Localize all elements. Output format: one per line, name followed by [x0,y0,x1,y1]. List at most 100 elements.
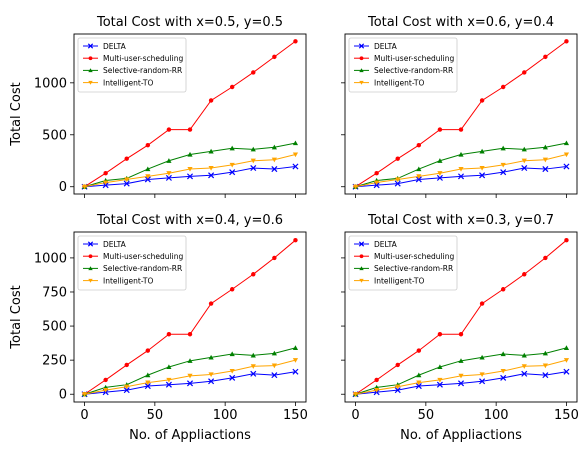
legend-marker [89,56,93,60]
data-point [501,287,505,291]
subplot-2: Total Cost with x=0.6, y=0.4 DELTA Multi-u… [341,15,577,198]
legend-label: Intelligent-TO [374,276,424,285]
data-point [374,171,378,175]
x-axis-label: No. of Appliactions [400,428,522,443]
y-axis-label: Total Cost [9,285,24,349]
data-point [146,143,150,147]
y-tick-label: 1000 [34,251,67,266]
series-Intelligent-TO [82,152,298,189]
legend-label: Selective-random-RR [103,66,182,75]
data-point [188,127,192,131]
data-point [459,332,463,336]
data-point [103,378,107,382]
series-line [356,143,567,187]
legend: DELTA Multi-user-scheduling Selective-rand… [78,38,186,92]
data-point [374,378,378,382]
legend-label: Multi-user-scheduling [374,252,454,261]
subplot-3: Total Cost with x=0.4, y=0.6 0 50 100 150 0 25… [9,213,308,443]
data-point [272,256,276,260]
chart-title: Total Cost with x=0.3, y=0.7 [367,213,554,228]
data-point [522,70,526,74]
series-line [85,348,296,394]
data-point [125,363,129,367]
data-point [293,345,298,350]
x-tick-label: 0 [80,408,88,423]
series-line [85,143,296,187]
data-point [543,256,547,260]
legend-marker [360,254,364,258]
data-point [103,171,107,175]
subplot-4: Total Cost with x=0.3, y=0.7 0 50 100 150 No.… [341,213,579,443]
data-point [480,301,484,305]
data-point [230,287,234,291]
x-tick-label: 50 [147,408,164,423]
data-point [417,348,421,352]
data-point [251,272,255,276]
legend-label: DELTA [374,42,398,51]
legend-label: Selective-random-RR [103,264,182,273]
y-tick-label: 750 [42,285,67,300]
x-tick-label: 100 [213,408,238,423]
x-tick-label: 150 [283,408,308,423]
legend-label: Selective-random-RR [374,66,453,75]
y-tick-label: 1000 [34,76,67,91]
legend-label: Intelligent-TO [103,276,153,285]
data-point [564,345,569,350]
legend-label: DELTA [103,240,127,249]
x-tick-label: 0 [351,408,359,423]
data-point [209,98,213,102]
data-point [251,70,255,74]
data-point [293,140,298,145]
data-point [167,332,171,336]
x-tick-label: 150 [554,408,579,423]
legend: DELTA Multi-user-scheduling Selective-rand… [349,38,457,92]
y-tick-label: 0 [59,388,67,403]
legend-label: Selective-random-RR [374,264,453,273]
legend-marker [89,254,93,258]
legend-label: Intelligent-TO [103,78,153,87]
legend-label: DELTA [103,42,127,51]
data-point [188,332,192,336]
x-axis-label: No. of Appliactions [129,428,251,443]
data-point [209,301,213,305]
chart-title: Total Cost with x=0.4, y=0.6 [96,213,283,228]
data-point [438,332,442,336]
data-point [230,85,234,89]
data-point [501,85,505,89]
legend-label: Multi-user-scheduling [103,252,183,261]
data-point [522,272,526,276]
data-point [396,156,400,160]
data-point [564,140,569,145]
data-point [564,39,568,43]
data-point [438,127,442,131]
chart-title: Total Cost with x=0.6, y=0.4 [367,15,554,30]
data-point [146,348,150,352]
data-point [543,55,547,59]
x-tick-label: 50 [418,408,435,423]
data-point [272,55,276,59]
data-point [293,39,297,43]
y-tick-label: 250 [42,354,67,369]
legend-label: Multi-user-scheduling [103,54,183,63]
legend-label: Multi-user-scheduling [374,54,454,63]
x-tick-label: 100 [484,408,509,423]
data-point [167,127,171,131]
subplot-1: Total Cost with x=0.5, y=0.505001000Tota… [9,15,306,198]
y-tick-label: 500 [42,320,67,335]
series-line [356,348,567,394]
y-tick-label: 500 [42,128,67,143]
legend-label: Intelligent-TO [374,78,424,87]
series-Intelligent-TO [353,152,569,189]
legend: DELTA Multi-user-scheduling Selective-rand… [78,236,186,290]
data-point [396,363,400,367]
legend-label: DELTA [374,240,398,249]
data-point [564,238,568,242]
data-point [480,98,484,102]
chart-title: Total Cost with x=0.5, y=0.5 [96,15,283,30]
data-point [125,156,129,160]
data-point [417,143,421,147]
y-tick-label: 0 [59,180,67,195]
data-point [293,238,297,242]
legend-marker [360,56,364,60]
